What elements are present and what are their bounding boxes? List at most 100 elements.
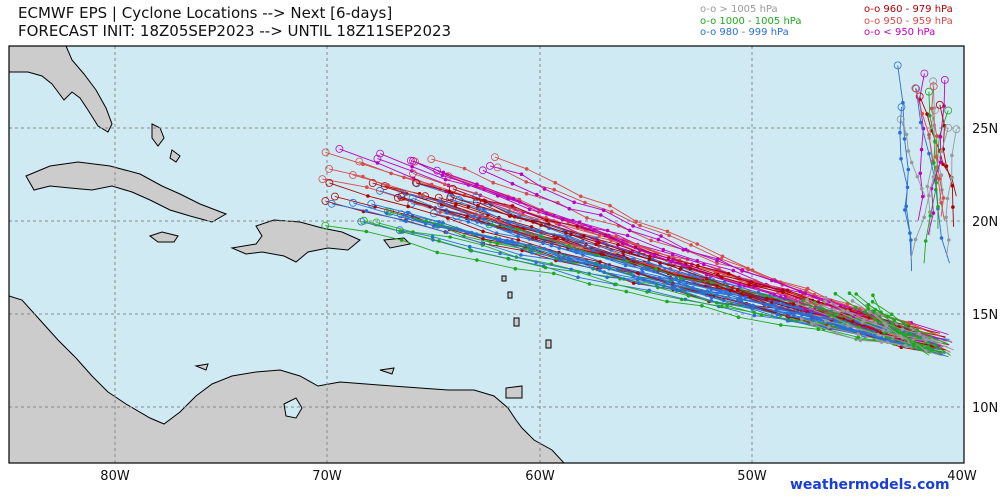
track-point bbox=[364, 185, 369, 190]
track-point bbox=[795, 302, 800, 306]
track-point bbox=[929, 77, 937, 86]
credit-text: weathermodels.com bbox=[790, 477, 950, 493]
track-point bbox=[321, 221, 330, 230]
track-point bbox=[594, 242, 598, 247]
track-point bbox=[863, 309, 868, 314]
track-point bbox=[615, 267, 620, 271]
track-point bbox=[466, 183, 471, 187]
track-point bbox=[583, 200, 587, 205]
track-point bbox=[448, 235, 452, 239]
track-point bbox=[901, 320, 906, 325]
track-point bbox=[599, 252, 604, 256]
track-point bbox=[678, 267, 683, 271]
track-point bbox=[920, 69, 929, 78]
track-point bbox=[628, 250, 632, 255]
track-point bbox=[805, 297, 809, 302]
track-point bbox=[491, 180, 496, 185]
track-point bbox=[927, 133, 931, 137]
track-point bbox=[335, 144, 344, 153]
track-point bbox=[736, 297, 740, 302]
track-point bbox=[524, 191, 529, 196]
track-point bbox=[519, 253, 523, 257]
track-point bbox=[444, 211, 449, 215]
track-point bbox=[539, 235, 544, 239]
track-point bbox=[674, 276, 678, 281]
track-point bbox=[900, 327, 905, 332]
track-point bbox=[441, 170, 446, 175]
track-point bbox=[631, 224, 635, 228]
ensemble-track bbox=[801, 318, 944, 354]
track-point bbox=[845, 309, 850, 314]
track-point bbox=[885, 340, 890, 345]
track-point bbox=[808, 312, 813, 317]
track-point bbox=[386, 183, 390, 187]
track-point bbox=[911, 343, 916, 347]
track-point bbox=[542, 247, 547, 251]
track-point bbox=[941, 196, 946, 200]
track-point bbox=[673, 284, 677, 289]
track-point bbox=[944, 106, 953, 115]
track-point bbox=[744, 304, 749, 309]
track-point bbox=[471, 193, 480, 202]
track-point bbox=[939, 149, 944, 154]
track-point bbox=[582, 234, 586, 238]
track-point bbox=[913, 237, 918, 242]
track-point bbox=[949, 176, 954, 180]
track-point bbox=[944, 124, 953, 132]
track-point bbox=[716, 257, 720, 261]
track-point bbox=[938, 160, 943, 165]
track-point bbox=[634, 219, 638, 224]
track-point bbox=[524, 180, 528, 184]
track-point bbox=[544, 212, 549, 216]
track-point bbox=[847, 291, 852, 296]
track-point bbox=[598, 213, 603, 217]
track-point bbox=[939, 173, 944, 178]
track-point bbox=[931, 161, 936, 165]
map-frame bbox=[8, 45, 965, 464]
track-point bbox=[638, 223, 642, 228]
track-point bbox=[833, 312, 837, 317]
track-point bbox=[918, 171, 922, 176]
track-point bbox=[903, 333, 907, 338]
track-point bbox=[791, 302, 796, 306]
margarita-island bbox=[379, 367, 395, 375]
track-point bbox=[661, 247, 666, 252]
track-point bbox=[635, 271, 640, 275]
track-point bbox=[704, 276, 709, 281]
track-point bbox=[430, 234, 435, 239]
track-point bbox=[745, 266, 750, 271]
chart-subtitle: FORECAST INIT: 18Z05SEP2023 --> UNTIL 18… bbox=[18, 22, 452, 40]
track-point bbox=[778, 323, 783, 327]
track-point bbox=[516, 238, 521, 242]
track-point bbox=[541, 241, 545, 246]
bahamas-island bbox=[151, 123, 165, 147]
florida-land bbox=[9, 46, 113, 133]
track-point bbox=[539, 223, 543, 227]
track-point bbox=[944, 164, 949, 169]
track-point bbox=[567, 206, 572, 211]
legend-item-lt950: o-o < 950 hPa bbox=[864, 27, 936, 38]
track-point bbox=[799, 317, 804, 321]
track-point bbox=[763, 293, 768, 298]
track-point bbox=[435, 250, 440, 255]
track-point bbox=[361, 162, 365, 167]
track-point bbox=[497, 237, 502, 241]
track-point bbox=[606, 233, 611, 238]
track-point bbox=[402, 175, 406, 180]
track-point bbox=[429, 182, 434, 187]
track-point bbox=[893, 61, 902, 70]
bahamas-island bbox=[169, 149, 181, 163]
chart-title: ECMWF EPS | Cyclone Locations --> Next [… bbox=[18, 4, 393, 22]
lesser-antilles-island bbox=[545, 339, 552, 349]
track-point bbox=[524, 167, 529, 171]
track-point bbox=[908, 231, 912, 235]
track-point bbox=[529, 250, 534, 255]
track-point bbox=[638, 248, 642, 253]
track-point bbox=[558, 258, 563, 263]
track-point bbox=[929, 106, 934, 111]
track-point bbox=[924, 349, 928, 353]
track-point bbox=[665, 280, 670, 285]
track-point bbox=[364, 229, 369, 234]
track-point bbox=[659, 234, 663, 238]
ensemble-track bbox=[872, 295, 930, 356]
